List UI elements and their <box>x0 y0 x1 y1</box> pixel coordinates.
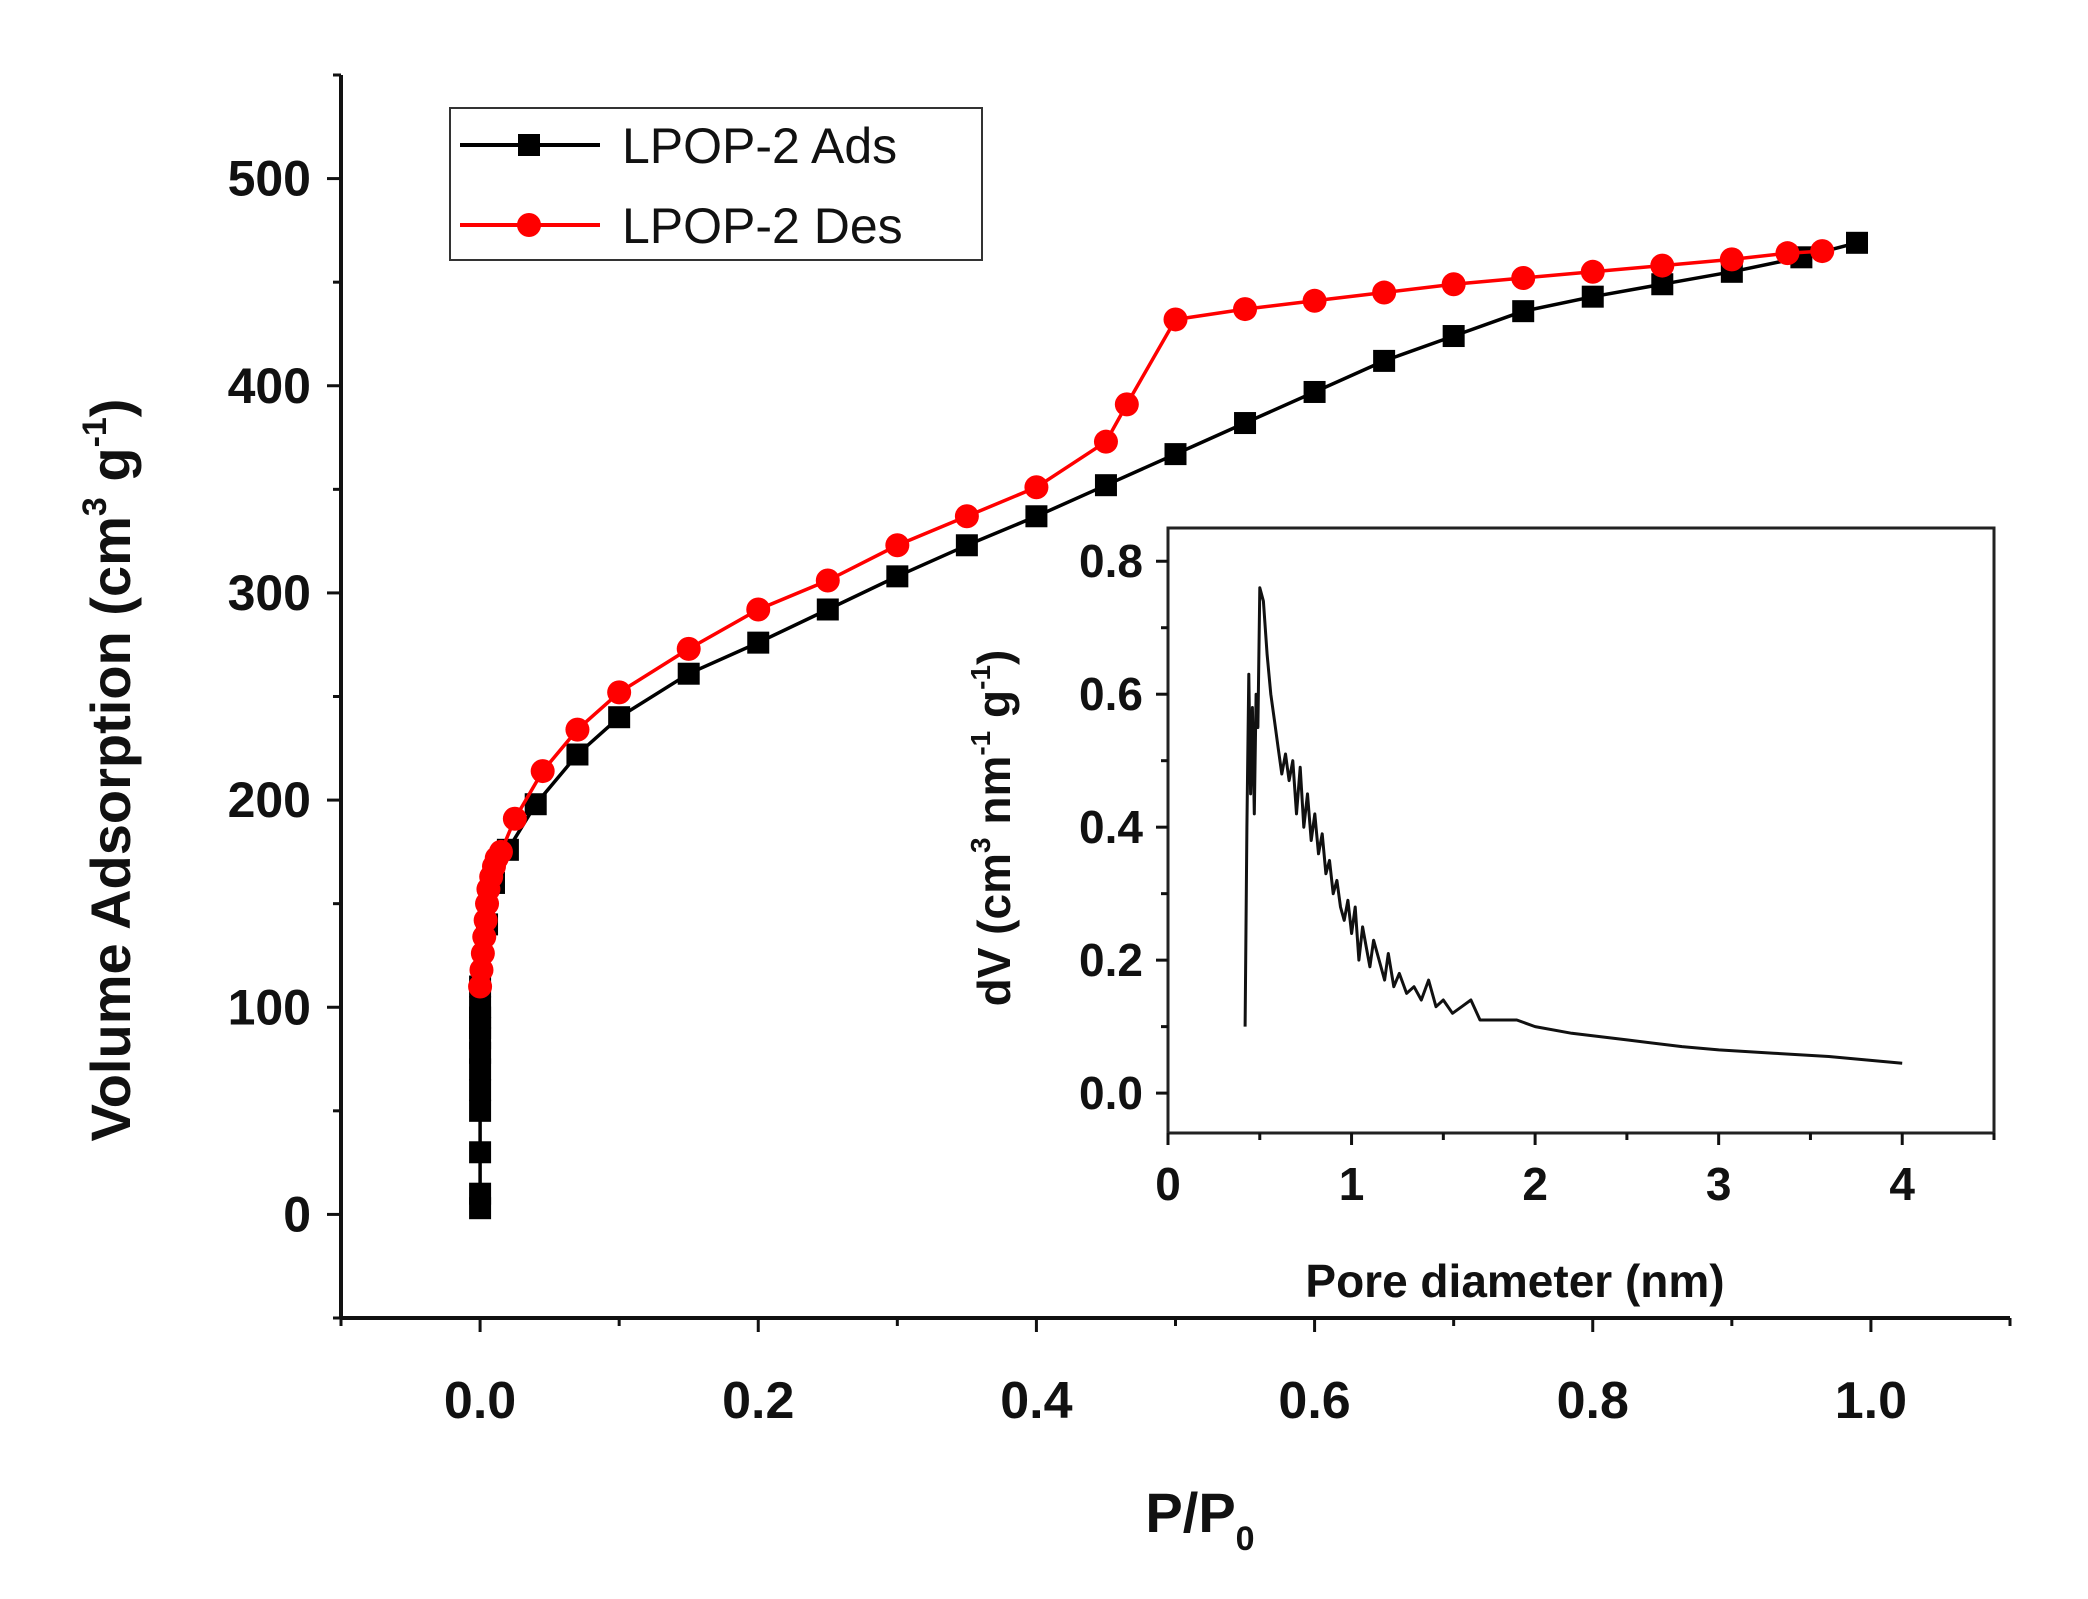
des-data-point <box>1372 280 1397 305</box>
des-data-point <box>885 533 910 558</box>
des-data-point <box>1719 247 1744 272</box>
inset-frame <box>1166 526 1996 1135</box>
des-data-point <box>1775 241 1800 266</box>
ads-data-point <box>608 706 631 729</box>
inset-x-tick-label: 4 <box>1889 1158 1915 1210</box>
ads-data-point <box>747 631 770 654</box>
inset-x-tick-label: 3 <box>1706 1158 1732 1210</box>
des-data-point <box>1024 475 1049 500</box>
legend-box <box>449 107 983 261</box>
ads-data-point <box>469 1141 492 1164</box>
des-data-point <box>488 839 513 864</box>
inset-x-tick-label: 1 <box>1339 1158 1365 1210</box>
des-data-point <box>1114 392 1139 417</box>
main-y-tick-label: 200 <box>228 772 311 828</box>
inset-x-tick-label: 2 <box>1522 1158 1548 1210</box>
legend-marker-square <box>518 134 540 156</box>
main-y-axis-title: Volume Adsorption (cm3 g-1) <box>76 399 142 1142</box>
main-y-tick-label: 400 <box>228 358 311 414</box>
inset-psd-line <box>1243 586 1903 1065</box>
des-data-point <box>607 680 632 705</box>
legend-marker-circle <box>517 213 541 237</box>
main-y-tick-label: 500 <box>228 151 311 207</box>
ads-data-point <box>816 598 839 621</box>
inset-x-axis-title: Pore diameter (nm) <box>1305 1255 1724 1307</box>
ads-data-point <box>1303 380 1326 403</box>
des-data-point <box>1093 429 1118 454</box>
ads-data-point <box>1373 349 1396 372</box>
des-data-point <box>502 806 527 831</box>
des-data-point <box>746 597 771 622</box>
inset-y-tick-label: 0.4 <box>1079 801 1143 853</box>
des-data-point <box>1163 307 1188 332</box>
main-y-tick-label: 100 <box>228 979 311 1035</box>
legend-label-ads: LPOP-2 Ads <box>622 118 897 174</box>
des-data-point <box>565 717 590 742</box>
ads-data-point <box>677 662 700 685</box>
ads-data-point <box>469 1058 492 1081</box>
main-x-tick-label: 0.0 <box>444 1372 516 1430</box>
main-x-tick-label: 0.6 <box>1278 1372 1350 1430</box>
des-data-point <box>1650 253 1675 278</box>
ads-data-point <box>469 1182 492 1205</box>
ads-data-point <box>469 1099 492 1122</box>
des-data-point <box>676 636 701 661</box>
legend-label-des: LPOP-2 Des <box>622 198 903 254</box>
inset-y-tick-label: 0.8 <box>1079 535 1143 587</box>
inset-y-axis-title: dV (cm3 nm-1 g-1) <box>965 650 1020 1007</box>
main-y-tick-label: 0 <box>283 1186 311 1242</box>
ads-data-point <box>1442 325 1465 348</box>
ads-data-point <box>469 1079 492 1102</box>
des-data-point <box>1580 259 1605 284</box>
des-data-point <box>1302 288 1327 313</box>
main-x-tick-label: 0.8 <box>1557 1372 1629 1430</box>
des-data-point <box>1810 239 1835 264</box>
ads-data-point <box>1164 443 1187 466</box>
ads-data-point <box>1651 273 1674 296</box>
ads-data-point <box>524 793 547 816</box>
des-data-point <box>815 568 840 593</box>
des-data-point <box>1441 272 1466 297</box>
ads-data-point <box>1025 505 1048 528</box>
des-data-point <box>954 504 979 529</box>
inset-y-tick-label: 0.0 <box>1079 1067 1143 1119</box>
des-data-point <box>1233 297 1258 322</box>
inset-y-tick-label: 0.6 <box>1079 668 1143 720</box>
main-x-tick-label: 0.4 <box>1000 1372 1072 1430</box>
main-x-axis-title: P/P0 <box>1145 1481 1254 1558</box>
inset-x-tick-label: 0 <box>1155 1158 1181 1210</box>
ads-data-point <box>1234 412 1257 435</box>
ads-data-point <box>469 996 492 1019</box>
des-data-point <box>1511 266 1536 291</box>
ads-data-point <box>886 565 909 588</box>
main-x-tick-label: 1.0 <box>1835 1372 1907 1430</box>
main-x-tick-label: 0.2 <box>722 1372 794 1430</box>
ads-data-point <box>1846 231 1869 254</box>
main-y-tick-label: 300 <box>228 565 311 621</box>
ads-data-point <box>1094 474 1117 497</box>
inset-y-tick-label: 0.2 <box>1079 934 1143 986</box>
ads-data-point <box>1581 285 1604 308</box>
ads-data-point <box>955 534 978 557</box>
ads-data-point <box>1512 300 1535 323</box>
des-data-point <box>530 759 555 784</box>
ads-data-point <box>566 743 589 766</box>
